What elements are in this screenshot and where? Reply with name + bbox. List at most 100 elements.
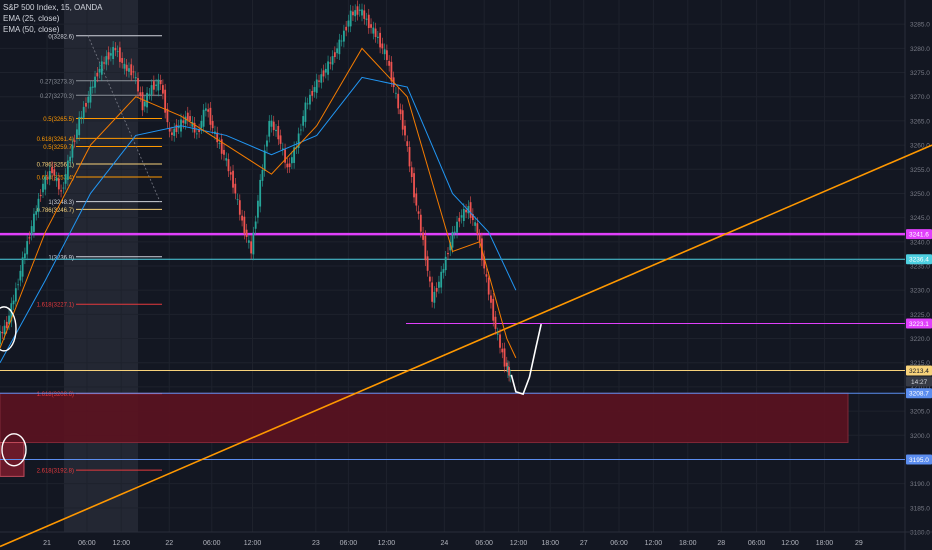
candle-body <box>272 121 275 131</box>
candle-body <box>370 24 372 28</box>
candle-body <box>397 93 400 109</box>
candle-body <box>401 110 404 130</box>
candle-body <box>198 129 200 133</box>
candle-body <box>284 149 286 163</box>
candle-body <box>12 300 15 305</box>
candle-body <box>134 77 137 79</box>
candle-body <box>487 277 490 295</box>
candle-body <box>51 167 53 174</box>
candle-body <box>3 325 6 335</box>
y-tick-label: 3250.0 <box>910 191 930 198</box>
candle-body <box>438 281 440 288</box>
candle-body <box>376 36 379 38</box>
candle-body <box>207 109 210 112</box>
y-tick-label: 3240.0 <box>910 239 930 246</box>
ema25-legend: EMA (25, close) <box>3 14 60 23</box>
candle-body <box>189 116 191 121</box>
candle-body <box>42 183 44 193</box>
candle-body <box>408 147 411 167</box>
candle-body <box>367 14 370 29</box>
candle-body <box>53 169 56 176</box>
candle-body <box>80 116 83 119</box>
candle-body <box>223 149 225 155</box>
candle-body <box>107 52 110 60</box>
price-label: 3195.0 <box>909 457 929 464</box>
ema25-line <box>0 47 517 359</box>
x-tick-label: 18:00 <box>816 540 834 547</box>
candle-body <box>204 108 207 111</box>
x-tick-label: 12:00 <box>378 540 396 547</box>
candle-body <box>492 298 495 321</box>
candle-body <box>182 120 185 123</box>
price-label-bg <box>906 318 932 329</box>
candle-body <box>103 62 105 64</box>
price-label: 3208.7 <box>909 391 929 398</box>
candle-body <box>503 348 506 367</box>
candle-body <box>431 282 434 302</box>
fib-level-label: 0.618(3253.4) <box>37 176 74 182</box>
candle-body <box>241 215 243 221</box>
candle-body <box>211 120 214 129</box>
candle-body <box>218 143 221 144</box>
y-tick-label: 3220.0 <box>910 336 930 343</box>
candle-body <box>388 60 391 66</box>
candle-body <box>216 132 219 143</box>
price-label: 3236.4 <box>909 257 929 264</box>
x-tick-label: 06:00 <box>610 540 628 547</box>
candle-body <box>505 362 508 367</box>
y-tick-label: 3265.0 <box>910 118 930 125</box>
ema50-line <box>0 76 517 363</box>
candle-body <box>168 127 171 132</box>
candle-body <box>363 10 366 19</box>
candle-body <box>465 209 467 213</box>
price-label-bg <box>906 229 932 240</box>
candle-body <box>399 109 402 115</box>
candle-body <box>252 232 255 255</box>
candle-body <box>48 170 51 180</box>
candle-body <box>5 321 8 328</box>
chart-title: S&P 500 Index, 15, OANDA <box>3 3 103 12</box>
candle-body <box>26 241 29 255</box>
candle-body <box>329 62 332 64</box>
x-tick-label: 18:00 <box>541 540 559 547</box>
candle-body <box>261 169 264 181</box>
candle-body <box>322 70 325 77</box>
fib-level-label: 0.5(3265.5) <box>43 117 74 123</box>
candle-body <box>173 128 176 136</box>
ema50-legend: EMA (50, close) <box>3 25 60 34</box>
candle-body <box>150 85 153 95</box>
price-label: 3213.4 <box>909 368 929 375</box>
candle-body <box>225 158 228 161</box>
candle-body <box>220 139 223 154</box>
chart-legend: S&P 500 Index, 15, OANDA EMA (25, close)… <box>3 2 102 35</box>
candle-body <box>162 85 164 94</box>
candle-body <box>69 156 72 162</box>
candle-body <box>385 50 388 60</box>
candle-body <box>471 214 474 221</box>
countdown-bg <box>906 376 932 387</box>
fib-level-label: 1(3236.9) <box>48 255 74 261</box>
candle-body <box>236 199 239 201</box>
fib-level-label: 0.618(3261.4) <box>37 137 74 143</box>
candle-body <box>309 94 311 105</box>
candle-body <box>87 96 90 103</box>
candle-body <box>114 47 117 51</box>
circle-annotation <box>0 306 17 352</box>
y-tick-label: 3225.0 <box>910 312 930 319</box>
candle-body <box>259 179 262 207</box>
candle-body <box>89 86 92 103</box>
fib-level-label: 0.27(3273.3) <box>40 79 74 85</box>
candle-body <box>71 144 74 158</box>
candle-body <box>358 9 361 11</box>
candle-body <box>379 32 381 48</box>
candle-body <box>327 61 329 75</box>
fib-level-label: 0.27(3270.3) <box>40 94 74 100</box>
y-tick-label: 3245.0 <box>910 215 930 222</box>
candle-body <box>277 125 280 140</box>
x-tick-label: 29 <box>855 540 863 547</box>
candle-body <box>483 256 486 269</box>
candle-body <box>381 43 384 49</box>
fib-level-label: 2.618(3192.8) <box>37 469 74 475</box>
candle-body <box>152 81 155 90</box>
